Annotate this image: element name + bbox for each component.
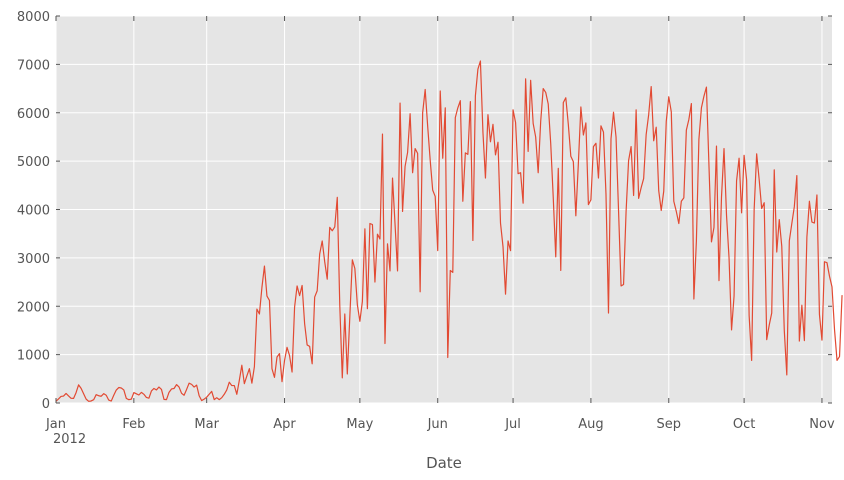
x-tick-label: Jul (504, 417, 521, 432)
x-tick-label: Feb (122, 417, 145, 432)
x-tick-label: Aug (578, 417, 603, 432)
y-tick-label: 4000 (17, 204, 50, 219)
x-axis-label: Date (426, 454, 462, 472)
series-layer (55, 60, 843, 402)
x-tick-label: Jun (427, 417, 448, 432)
y-tick-label: 6000 (17, 107, 50, 122)
y-tick-label: 0 (42, 397, 50, 412)
x-tick-label: Sep (657, 417, 682, 432)
y-tick-label: 7000 (17, 58, 50, 73)
x-tick-label: Apr (273, 417, 296, 432)
y-tick-label: 2000 (17, 300, 50, 315)
x-tick-label: Oct (733, 417, 755, 432)
x-tick-label: Mar (194, 417, 219, 432)
y-tick-label: 8000 (17, 10, 50, 25)
x-tick-label: Jan (45, 417, 66, 432)
x-tick-year-label: 2012 (53, 432, 86, 447)
y-tick-label: 1000 (17, 349, 50, 364)
x-tick-label: Nov (809, 417, 835, 432)
axes: 0 1000 2000 3000 4000 5000 6000 7000 8000 Jan2012… (17, 10, 835, 447)
series-line (55, 60, 843, 402)
x-tick-label: May (346, 417, 373, 432)
y-tick-label: 3000 (17, 252, 50, 267)
y-tick-label: 5000 (17, 155, 50, 170)
